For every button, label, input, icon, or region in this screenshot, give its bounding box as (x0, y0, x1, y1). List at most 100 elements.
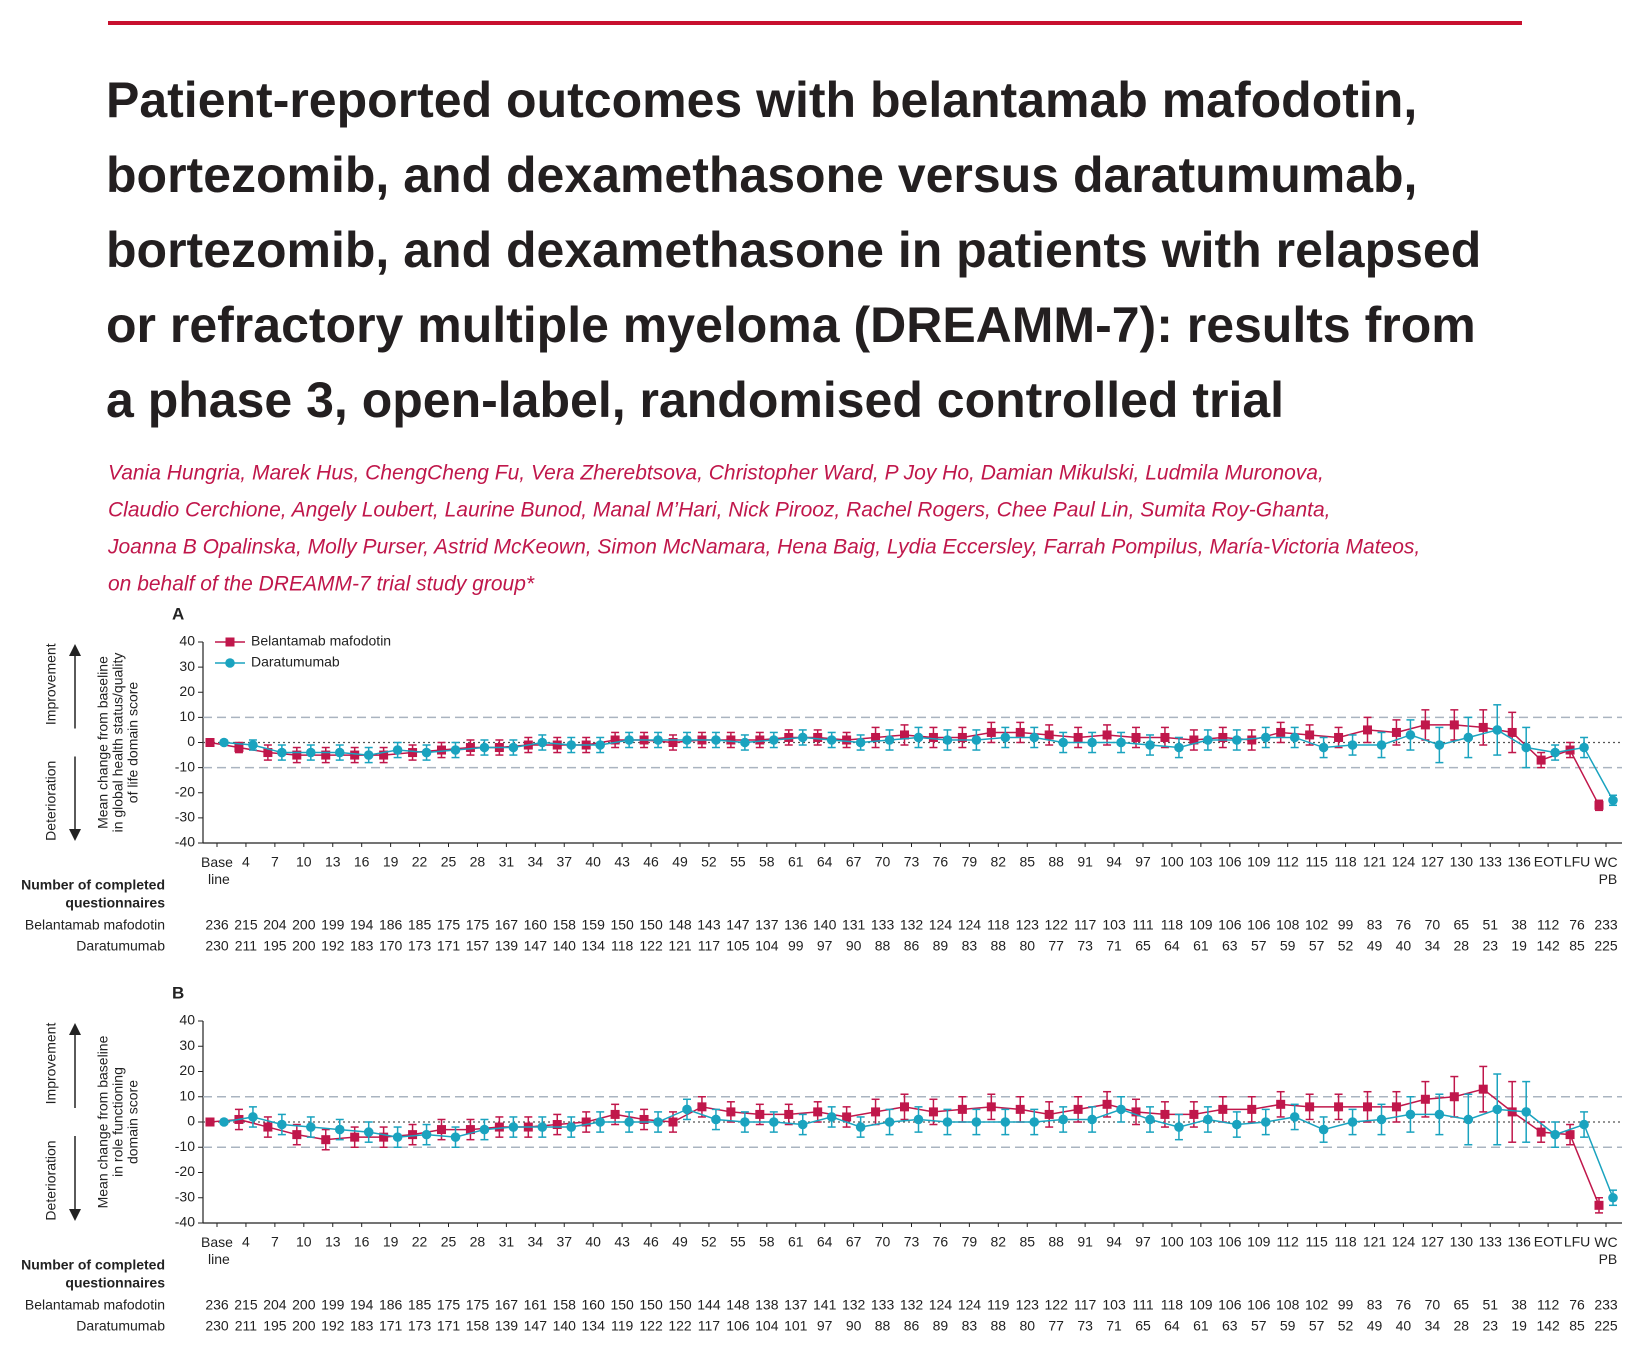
count: 118 (987, 917, 1010, 933)
x-tick-label: 52 (701, 1234, 717, 1250)
count: 200 (292, 1318, 316, 1334)
point (363, 750, 374, 760)
count: 158 (553, 917, 577, 933)
count: 192 (321, 1318, 345, 1334)
point (1174, 1122, 1184, 1132)
point (755, 735, 765, 745)
count: 142 (1536, 938, 1560, 954)
count: 204 (263, 917, 287, 933)
count: 83 (962, 1318, 978, 1334)
count: 83 (962, 938, 978, 954)
point (552, 1120, 562, 1130)
table-row-label: Belantamab mafodotin (25, 917, 165, 933)
x-tick-label: 46 (643, 1234, 659, 1250)
point (1000, 1117, 1011, 1127)
count: 57 (1309, 938, 1325, 954)
x-tick-label: 112 (1277, 854, 1300, 870)
count: 106 (726, 1318, 750, 1334)
point (1347, 740, 1358, 750)
x-tick-label: 109 (1247, 854, 1271, 870)
point (321, 750, 331, 760)
point (1363, 1102, 1372, 1112)
count: 143 (697, 917, 721, 933)
count: 132 (900, 917, 924, 933)
count: 230 (205, 938, 229, 954)
count: 108 (1276, 917, 1300, 933)
count: 65 (1135, 1318, 1151, 1334)
count: 147 (524, 938, 548, 954)
point (1058, 737, 1068, 748)
point (697, 1102, 707, 1112)
point (1131, 1107, 1141, 1117)
title-line: a phase 3, open-label, randomised contro… (106, 372, 1284, 428)
table-title: questionnaires (65, 1275, 165, 1291)
y-tick-label: 0 (187, 1113, 195, 1129)
x-tick-label: 31 (499, 854, 515, 870)
count: 124 (958, 917, 982, 933)
x-tick-label: 76 (933, 1234, 949, 1250)
count: 86 (904, 938, 920, 954)
point (1015, 727, 1025, 737)
y-axis-label: domain score (125, 1080, 141, 1164)
deterioration-label: Deterioration (43, 761, 59, 841)
count: 64 (1164, 938, 1180, 954)
y-axis-label: Mean change from baseline (95, 656, 111, 829)
count: 99 (1338, 1297, 1354, 1313)
x-tick-label: 79 (962, 854, 978, 870)
x-tick-label: LFU (1564, 1234, 1590, 1250)
x-tick-label: 49 (672, 1234, 688, 1250)
x-tick-label: 10 (296, 1234, 312, 1250)
point (1536, 755, 1546, 765)
x-tick-label: 88 (1048, 1234, 1064, 1250)
point (1334, 1102, 1344, 1112)
table-title: Number of completed (21, 1257, 165, 1273)
count: 51 (1482, 1297, 1498, 1313)
x-tick-label: 58 (759, 1234, 775, 1250)
point (639, 1114, 649, 1124)
panel-label: B (172, 983, 184, 1002)
point (1218, 732, 1228, 742)
count: 59 (1280, 1318, 1296, 1334)
point (653, 1117, 663, 1127)
count: 117 (698, 1318, 721, 1334)
count: 144 (697, 1297, 721, 1313)
point (884, 735, 895, 745)
point (1247, 1104, 1257, 1114)
arrow-head (69, 1209, 81, 1221)
point (1376, 1114, 1387, 1125)
count: 118 (1161, 1297, 1184, 1313)
author-line: on behalf of the DREAMM-7 trial study gr… (108, 573, 535, 596)
point (234, 743, 244, 753)
point (595, 1117, 605, 1127)
point (842, 1112, 852, 1122)
point (784, 732, 794, 742)
point (1116, 737, 1126, 748)
point (1289, 732, 1300, 743)
count: 89 (933, 1318, 949, 1334)
count: 194 (350, 1297, 374, 1313)
x-tick-label: 100 (1160, 854, 1184, 870)
x-tick-label: 52 (701, 854, 717, 870)
point (219, 1117, 229, 1127)
improvement-label: Improvement (43, 1023, 59, 1105)
count: 140 (553, 938, 577, 954)
count: 119 (987, 1297, 1010, 1313)
x-tick-label: 19 (383, 1234, 399, 1250)
point (306, 747, 316, 758)
count: 34 (1425, 1318, 1441, 1334)
count: 80 (1019, 1318, 1035, 1334)
count: 85 (1569, 938, 1585, 954)
point (913, 732, 924, 743)
count: 28 (1454, 1318, 1470, 1334)
count: 183 (350, 938, 374, 954)
count: 159 (582, 917, 606, 933)
point (566, 740, 577, 750)
legend-marker (225, 658, 235, 668)
count: 117 (1074, 917, 1097, 933)
count: 160 (582, 1297, 606, 1313)
point (334, 1124, 345, 1135)
y-tick-label: 10 (179, 708, 195, 724)
point (1334, 732, 1344, 742)
count: 38 (1511, 917, 1527, 933)
